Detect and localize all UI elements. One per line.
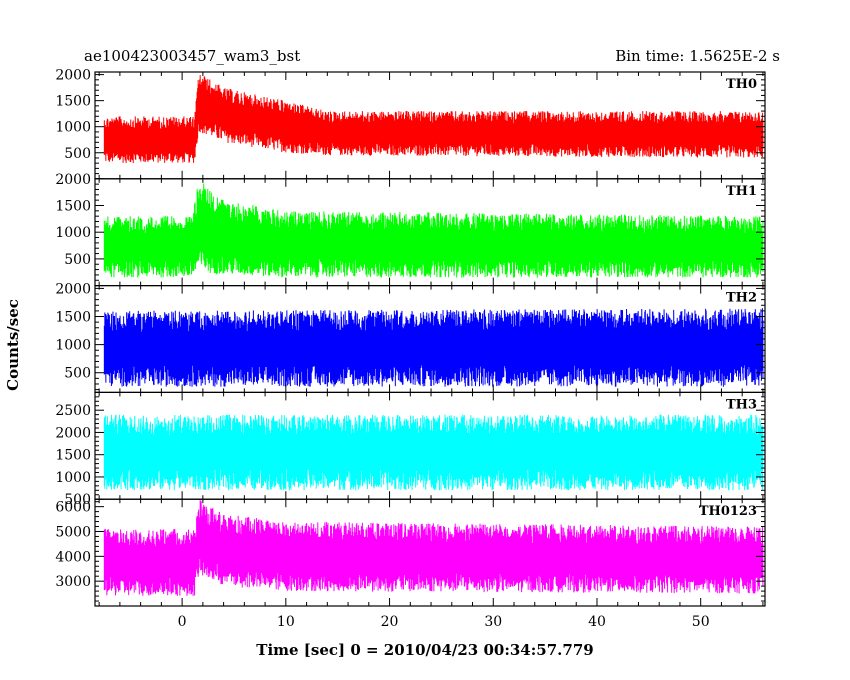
- panel-th1: 500 1000 1500 2000 TH1: [55, 172, 766, 287]
- x-tick-label: 40: [588, 614, 606, 630]
- series-th1-trace: [103, 183, 764, 278]
- series-th0-trace: [103, 75, 764, 164]
- panel-th3: 500 1000 1500 2000 2500 TH3: [55, 391, 766, 508]
- y-tick-label: 2000: [55, 425, 91, 441]
- y-tick-label: 1000: [55, 225, 91, 241]
- panel-label-th1: TH1: [726, 184, 757, 199]
- y-tick-label: 1500: [55, 94, 91, 110]
- x-tick-label: 30: [484, 614, 502, 630]
- y-tick-label: 2000: [55, 68, 91, 84]
- y-tick-label: 2500: [55, 403, 91, 419]
- x-axis-label: Time [sec] 0 = 2010/04/23 00:34:57.779: [256, 641, 593, 659]
- y-tick-label: 2000: [55, 172, 91, 188]
- panel-label-th2: TH2: [726, 291, 757, 306]
- y-tick-label: 3000: [55, 574, 91, 590]
- panel-th0: 500 1000 1500 2000 TH0: [55, 68, 766, 180]
- series-th3-trace: [103, 414, 764, 491]
- x-tick-label: 0: [178, 614, 187, 630]
- y-tick-label: 1500: [55, 310, 91, 326]
- panel-th0123: 3000 4000 5000 6000 TH0123: [55, 498, 766, 607]
- x-axis-ticks: 0 10 20 30 40 50: [178, 614, 710, 630]
- panel-label-th0123: TH0123: [699, 504, 757, 519]
- series-th0123-trace: [103, 500, 764, 596]
- panel-th2: 500 1000 1500 2000 TH2: [55, 281, 766, 394]
- chart-title: ae100423003457_wam3_bst: [84, 47, 300, 65]
- y-tick-label: 1000: [55, 338, 91, 354]
- y-tick-label: 6000: [55, 500, 91, 516]
- y-tick-label: 1500: [55, 448, 91, 464]
- panel-label-th0: TH0: [726, 77, 757, 92]
- panels-group: 500 1000 1500 2000 TH0 500 1000 1500 2000 TH1 500 1…: [55, 68, 766, 607]
- y-tick-label: 2000: [55, 281, 91, 297]
- x-tick-label: 20: [381, 614, 399, 630]
- x-tick-label: 50: [692, 614, 710, 630]
- panel-frame: [94, 498, 766, 607]
- y-tick-label: 4000: [55, 549, 91, 565]
- y-tick-label: 5000: [55, 524, 91, 540]
- y-tick-label: 1500: [55, 199, 91, 215]
- x-tick-label: 10: [277, 614, 295, 630]
- y-tick-label: 500: [64, 366, 91, 382]
- y-tick-label: 500: [64, 146, 91, 162]
- panel-label-th3: TH3: [726, 397, 757, 412]
- y-tick-label: 500: [64, 492, 91, 508]
- bin-time-label: Bin time: 1.5625E-2 s: [615, 47, 780, 65]
- y-tick-label: 1000: [55, 470, 91, 486]
- y-tick-label: 1000: [55, 120, 91, 136]
- series-th2-trace: [103, 308, 764, 387]
- y-tick-label: 500: [64, 252, 91, 268]
- y-axis-label: Counts/sec: [4, 299, 22, 391]
